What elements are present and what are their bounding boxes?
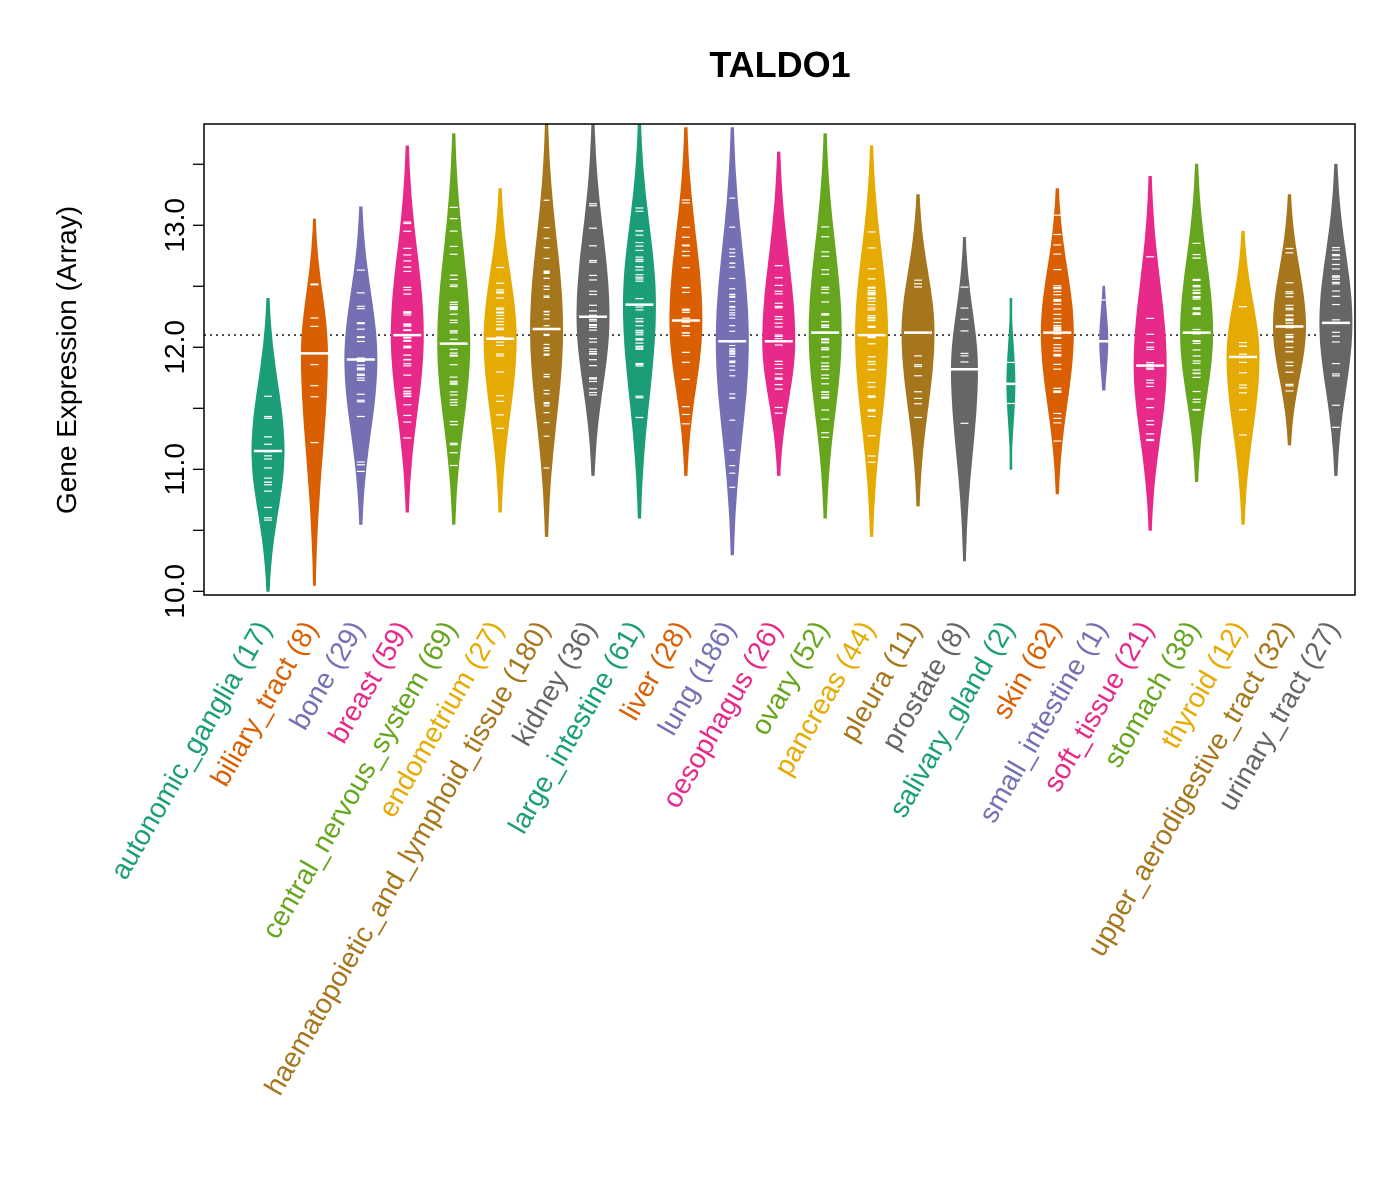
y-axis-label: Gene Expression (Array)	[51, 206, 82, 514]
violin-breast	[390, 145, 424, 513]
violin-pleura	[901, 194, 935, 507]
violin-autonomic-ganglia	[251, 298, 285, 592]
plot-area: 10.0 11.0 12.0 13.0	[159, 123, 1355, 619]
violin-small-intestine	[1099, 285, 1109, 391]
violin-stomach	[1180, 163, 1214, 482]
violin-prostate	[951, 237, 978, 562]
y-tick-label: 10.0	[159, 564, 190, 619]
plot-frame	[203, 123, 1356, 596]
violin-biliary-tract	[300, 218, 328, 586]
violin-pancreas	[855, 145, 889, 537]
y-tick-label: 13.0	[159, 198, 190, 253]
chart-title: TALDO1	[709, 44, 850, 85]
violin-thyroid	[1226, 230, 1260, 525]
category-labels: autonomic_ganglia (17)biliary_tract (8)b…	[104, 616, 1345, 1101]
violin-skin	[1040, 188, 1074, 495]
violin-liver	[669, 127, 703, 476]
violin-kidney	[576, 123, 610, 476]
violin-oesophagus	[762, 151, 796, 476]
y-tick-label: 11.0	[159, 443, 190, 495]
y-tick-label: 12.0	[159, 320, 190, 375]
violin-endometrium	[483, 188, 517, 513]
violin-soft-tissue	[1133, 176, 1167, 531]
violin-central-nervous-system	[437, 133, 471, 525]
